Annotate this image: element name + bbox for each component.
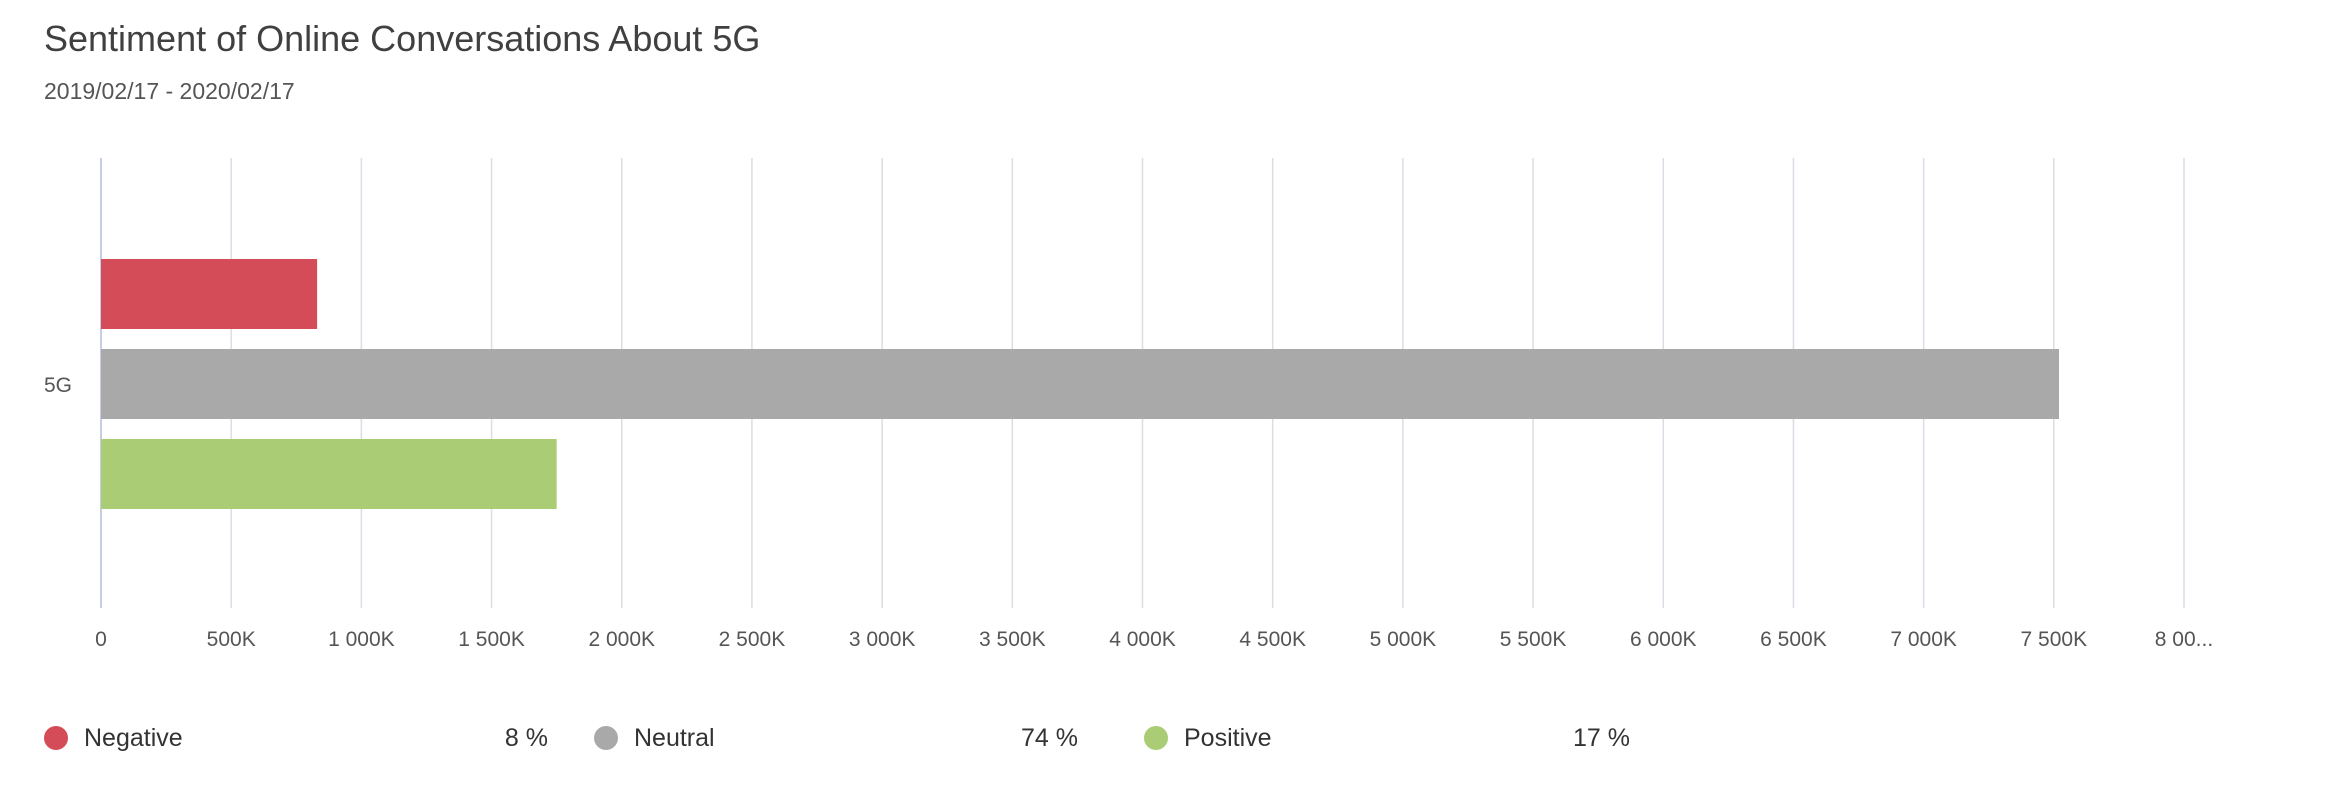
x-tick-label: 7 000K bbox=[1890, 628, 1957, 651]
neutral-dot-icon bbox=[594, 726, 618, 750]
bars bbox=[101, 259, 2060, 509]
bar-negative bbox=[101, 259, 318, 329]
legend-label: Negative bbox=[84, 724, 183, 752]
x-tick-label: 2 500K bbox=[719, 628, 786, 651]
bar-positive bbox=[101, 439, 557, 509]
x-tick-label: 3 500K bbox=[979, 628, 1046, 651]
x-tick-label: 6 500K bbox=[1760, 628, 1827, 651]
page-title: Sentiment of Online Conversations About … bbox=[44, 18, 761, 59]
x-tick-label: 0 bbox=[95, 628, 107, 651]
legend-label: Neutral bbox=[634, 724, 715, 752]
y-category-label: 5G bbox=[44, 374, 72, 397]
legend-percent: 17 % bbox=[1573, 724, 1630, 752]
legend-label: Positive bbox=[1184, 724, 1272, 752]
x-tick-label: 6 000K bbox=[1630, 628, 1697, 651]
x-axis: 0 500K 1 000K 1 500K 2 000K 2 500K 3 000K 3 500… bbox=[95, 628, 2213, 651]
x-tick-label: 4 500K bbox=[1239, 628, 1306, 651]
x-tick-label: 4 000K bbox=[1109, 628, 1176, 651]
x-tick-label: 7 500K bbox=[2021, 628, 2088, 651]
x-tick-label: 500K bbox=[207, 628, 256, 651]
x-tick-label: 8 00... bbox=[2155, 628, 2213, 651]
x-tick-label: 1 500K bbox=[458, 628, 525, 651]
legend-percent: 74 % bbox=[1021, 724, 1078, 752]
y-axis: 5G bbox=[44, 374, 72, 397]
sentiment-bar-chart: 0 500K 1 000K 1 500K 2 000K 2 500K 3 000K 3 500… bbox=[44, 158, 2213, 651]
x-tick-label: 1 000K bbox=[328, 628, 395, 651]
x-tick-label: 5 500K bbox=[1500, 628, 1567, 651]
negative-dot-icon bbox=[44, 726, 68, 750]
x-tick-label: 3 000K bbox=[849, 628, 916, 651]
positive-dot-icon bbox=[1144, 726, 1168, 750]
legend: Negative 8 % Neutral 74 % Positive 17 % bbox=[0, 722, 2352, 762]
x-tick-label: 2 000K bbox=[588, 628, 655, 651]
legend-percent: 8 % bbox=[504, 724, 548, 752]
bar-neutral bbox=[101, 349, 2060, 419]
date-range-subtitle: 2019/02/17 - 2020/02/17 bbox=[44, 78, 295, 104]
x-tick-label: 5 000K bbox=[1370, 628, 1437, 651]
